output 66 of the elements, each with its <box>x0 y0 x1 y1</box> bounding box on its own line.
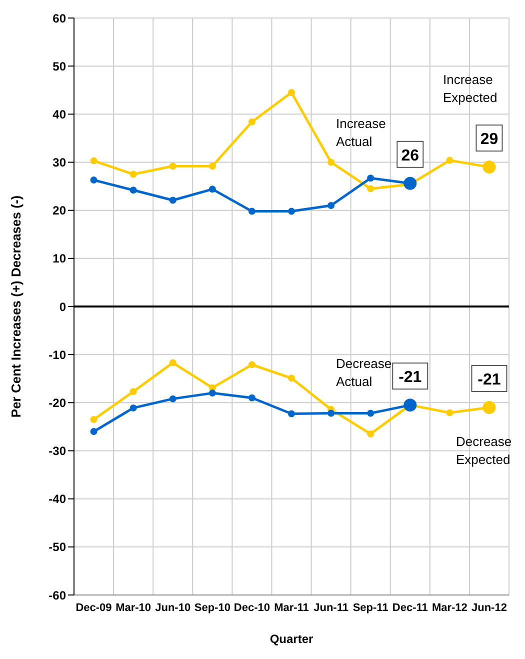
point <box>208 162 216 170</box>
point <box>208 390 216 397</box>
point <box>248 208 256 215</box>
point <box>208 186 216 193</box>
data-label: -21 <box>478 371 501 388</box>
x-tick-label: Sep-10 <box>194 602 230 614</box>
data-label: 29 <box>480 131 498 148</box>
x-tick-label: Jun-10 <box>155 602 191 614</box>
point <box>288 374 295 382</box>
point <box>367 174 374 182</box>
point <box>328 410 335 417</box>
point <box>169 395 176 402</box>
x-axis-title: Quarter <box>270 632 314 646</box>
y-tick-label: -60 <box>48 588 66 602</box>
x-tick-label: Jun-12 <box>471 602 507 614</box>
point <box>248 361 256 368</box>
point <box>90 176 98 184</box>
x-tick-label: Mar-12 <box>432 602 468 614</box>
x-tick-label: Dec-09 <box>76 602 112 614</box>
x-tick-label: Jun-11 <box>314 602 348 614</box>
x-tick-label: Dec-10 <box>234 602 270 614</box>
x-tick-label: Mar-10 <box>116 602 152 614</box>
point <box>248 394 256 402</box>
x-tick-label: Sep-11 <box>352 602 388 614</box>
point <box>90 428 98 436</box>
point <box>90 416 98 423</box>
point <box>169 196 176 204</box>
y-tick-label: 20 <box>52 204 66 218</box>
x-tick-label: Dec-11 <box>392 602 428 614</box>
y-tick-label: 10 <box>52 252 66 266</box>
point <box>90 157 98 164</box>
y-tick-label: -40 <box>48 492 66 506</box>
point <box>288 89 295 96</box>
point <box>446 409 454 416</box>
y-tick-label: -50 <box>48 540 66 554</box>
y-tick-label: 50 <box>52 59 66 74</box>
point <box>248 118 256 126</box>
y-tick-label: -30 <box>48 444 66 458</box>
point <box>130 186 137 194</box>
point <box>367 430 374 438</box>
point <box>328 158 335 166</box>
point <box>367 410 374 417</box>
y-tick-label: 30 <box>52 156 66 170</box>
point <box>288 410 295 418</box>
point <box>130 404 137 412</box>
annotation: Increase Expected <box>443 72 498 105</box>
point <box>130 170 137 178</box>
data-label: -21 <box>398 369 422 386</box>
point <box>169 359 176 366</box>
x-tick-label: Mar-11 <box>274 602 309 614</box>
point <box>130 388 137 396</box>
annotation: Decrease Actual <box>336 356 392 389</box>
y-tick-label: 0 <box>59 300 66 314</box>
y-tick-label: 60 <box>52 11 66 26</box>
data-label: 26 <box>401 147 420 164</box>
annotation: Decrease Expected <box>456 434 512 467</box>
annotation: Increase Actual <box>336 116 386 149</box>
point <box>367 185 374 192</box>
y-axis-title: Per Cent Increases (+) Decreases (-) <box>8 195 24 418</box>
y-tick-label: -20 <box>48 396 66 410</box>
point <box>328 202 335 210</box>
point <box>169 162 176 170</box>
point <box>446 156 454 164</box>
point <box>288 208 295 215</box>
y-tick-label: -10 <box>48 348 66 362</box>
y-tick-label: 40 <box>52 107 66 122</box>
